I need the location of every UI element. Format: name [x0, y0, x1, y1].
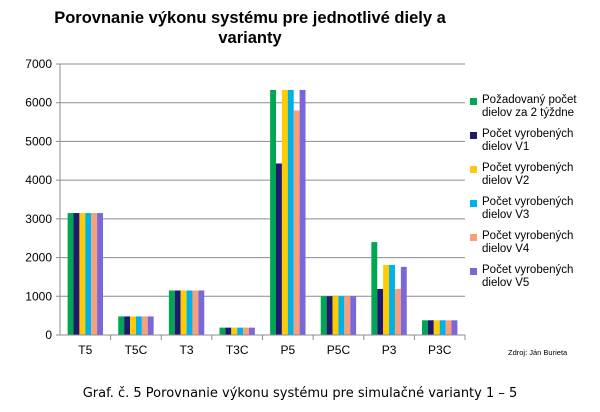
bar-T5-series-1 [67, 213, 74, 335]
x-tick-label: T3 [180, 343, 194, 357]
bar-P3C-series-5 [445, 320, 452, 335]
y-tick-label: 0 [45, 328, 52, 342]
legend-item: Počet vyrobených dielov V4 [470, 230, 598, 264]
bar-T3C-series-2 [225, 327, 232, 335]
legend-label: Počet vyrobených dielov V4 [482, 230, 574, 255]
bar-P3C-series-1 [421, 320, 428, 335]
bar-P3-series-3 [383, 264, 390, 335]
bar-P3C-series-2 [427, 320, 434, 335]
bar-T3-series-1 [168, 290, 175, 335]
bar-T5-series-4 [85, 213, 92, 335]
legend-swatch [470, 132, 477, 139]
bar-P5C-series-5 [344, 296, 351, 335]
x-tick-label: T5 [78, 343, 92, 357]
bar-T5C-series-6 [147, 316, 154, 335]
legend: Požadovaný počet dielov za 2 týždne Počet… [470, 94, 598, 298]
x-tick-label: T3C [226, 343, 249, 357]
bar-T3-series-5 [192, 290, 199, 335]
bar-P5C-series-3 [332, 296, 339, 335]
bar-T3-series-4 [186, 290, 193, 335]
figure-caption: Graf. č. 5 Porovnanie výkonu systému pre… [82, 386, 518, 401]
bar-T3C-series-3 [231, 327, 238, 335]
legend-label: Počet vyrobených dielov V5 [482, 264, 574, 289]
bar-T3C-series-6 [248, 327, 255, 335]
source-note: Zdroj: Ján Burieta [508, 348, 568, 357]
bar-T5-series-6 [97, 213, 104, 335]
bar-T3-series-2 [174, 290, 181, 335]
bar-T5-series-2 [73, 213, 80, 335]
x-tick-label: T5C [125, 343, 148, 357]
bar-P5-series-2 [276, 163, 282, 335]
bar-T3C-series-4 [237, 327, 244, 335]
bar-T5-series-5 [91, 213, 98, 335]
y-tick-label: 3000 [25, 212, 52, 226]
bar-P3C-series-3 [433, 320, 440, 335]
x-tick-label: P3C [428, 343, 452, 357]
bar-P3C-series-4 [439, 320, 446, 335]
bar-T3-series-6 [198, 290, 205, 335]
bar-P5C-series-2 [326, 296, 333, 335]
y-tick-label: 1000 [25, 289, 52, 303]
legend-swatch [470, 234, 477, 241]
legend-label: Počet vyrobených dielov V2 [482, 162, 574, 187]
bar-P5-series-5 [293, 110, 300, 335]
y-tick-label: 5000 [25, 134, 52, 148]
y-tick-label: 2000 [25, 251, 52, 265]
bar-T5C-series-4 [135, 316, 142, 335]
bar-P5-series-1 [270, 89, 277, 335]
legend-label: Požadovaný počet dielov za 2 týždne [482, 94, 577, 119]
legend-swatch [470, 268, 477, 275]
bar-T3C-series-1 [219, 327, 226, 335]
legend-swatch [470, 166, 477, 173]
legend-label: Počet vyrobených dielov V3 [482, 196, 574, 221]
legend-item: Počet vyrobených dielov V3 [470, 196, 598, 230]
bar-P3-series-4 [389, 264, 395, 335]
y-tick-label: 4000 [25, 173, 52, 187]
bar-T5C-series-1 [118, 316, 125, 335]
bar-T5C-series-5 [141, 316, 148, 335]
x-tick-label: P5C [327, 343, 351, 357]
bar-T5C-series-2 [124, 316, 131, 335]
bar-P5-series-6 [299, 89, 306, 335]
bar-P3C-series-6 [451, 320, 458, 335]
legend-swatch [470, 200, 477, 207]
bar-T3-series-3 [180, 290, 187, 335]
x-tick-label: P3 [382, 343, 397, 357]
bar-P5-series-4 [287, 89, 294, 335]
bar-P5C-series-6 [350, 296, 357, 335]
bar-P5C-series-1 [320, 296, 327, 335]
legend-label: Počet vyrobených dielov V1 [482, 128, 574, 153]
legend-swatch [470, 98, 477, 105]
x-tick-label: P5 [280, 343, 295, 357]
y-tick-label: 6000 [25, 96, 52, 110]
legend-item: Počet vyrobených dielov V1 [470, 128, 598, 162]
bar-P5C-series-4 [338, 296, 345, 335]
gridlines [60, 63, 465, 297]
bar-P3-series-6 [400, 266, 407, 335]
bar-P5-series-3 [281, 89, 288, 335]
legend-item: Požadovaný počet dielov za 2 týždne [470, 94, 598, 128]
axes: 0 1000 2000 3000 4000 5000 6000 7000 T5 T5C T3 T3C P… [25, 57, 466, 357]
y-tick-label: 7000 [25, 57, 52, 71]
bar-T5C-series-3 [130, 316, 136, 335]
bar-P3-series-5 [394, 288, 401, 335]
bar-P3-series-1 [371, 242, 378, 335]
bar-T5-series-3 [79, 213, 86, 335]
legend-item: Počet vyrobených dielov V2 [470, 162, 598, 196]
bar-T3C-series-5 [243, 327, 249, 335]
bars [67, 89, 458, 335]
bar-P3-series-2 [377, 288, 384, 335]
legend-item: Počet vyrobených dielov V5 [470, 264, 598, 298]
chart-title: Porovnanie výkonu systému pre jednotlivé… [54, 9, 446, 47]
